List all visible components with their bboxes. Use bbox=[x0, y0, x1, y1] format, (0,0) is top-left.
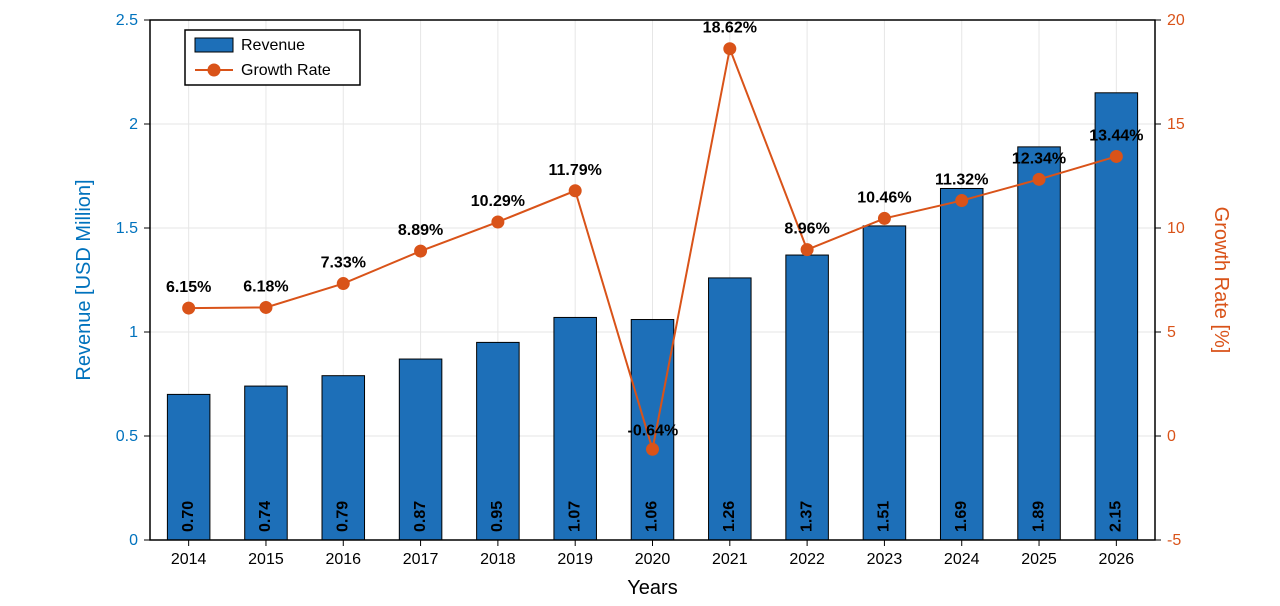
revenue-bar-value: 1.37 bbox=[798, 501, 815, 532]
revenue-bar-value: 1.06 bbox=[644, 501, 661, 532]
revenue-bar-value: 1.07 bbox=[566, 501, 583, 532]
x-tick-label: 2016 bbox=[325, 551, 361, 568]
growth-rate-label: 8.89% bbox=[398, 222, 443, 239]
growth-rate-label: 6.18% bbox=[243, 278, 288, 295]
x-tick-label: 2018 bbox=[480, 551, 516, 568]
growth-rate-label: 13.44% bbox=[1089, 127, 1143, 144]
revenue-bar-value: 0.95 bbox=[489, 501, 506, 532]
y1-tick-label: 0.5 bbox=[116, 428, 138, 445]
revenue-bar-value: 1.69 bbox=[953, 501, 970, 532]
growth-rate-label: 18.62% bbox=[703, 20, 757, 37]
growth-rate-label: 10.46% bbox=[857, 189, 911, 206]
revenue-bar-value: 0.74 bbox=[257, 501, 274, 532]
revenue-bar bbox=[863, 226, 906, 540]
x-tick-label: 2017 bbox=[403, 551, 439, 568]
growth-rate-marker bbox=[337, 278, 349, 290]
revenue-growth-chart: 0.700.740.790.870.951.071.061.261.371.51… bbox=[0, 0, 1280, 606]
x-tick-label: 2015 bbox=[248, 551, 284, 568]
growth-rate-label: 12.34% bbox=[1012, 150, 1066, 167]
legend-marker-growth bbox=[208, 64, 220, 76]
growth-rate-marker bbox=[724, 43, 736, 55]
y1-tick-label: 1 bbox=[129, 324, 138, 341]
x-tick-label: 2022 bbox=[789, 551, 825, 568]
y1-axis-title: Revenue [USD Million] bbox=[73, 179, 95, 380]
growth-rate-marker bbox=[492, 216, 504, 228]
growth-rate-marker bbox=[801, 244, 813, 256]
y1-tick-label: 2 bbox=[129, 116, 138, 133]
y2-tick-label: 20 bbox=[1167, 12, 1185, 29]
legend-label-revenue: Revenue bbox=[241, 37, 305, 54]
x-tick-label: 2023 bbox=[867, 551, 903, 568]
x-tick-label: 2024 bbox=[944, 551, 980, 568]
revenue-bar-value: 1.26 bbox=[721, 501, 738, 532]
growth-rate-label: 10.29% bbox=[471, 193, 525, 210]
legend-swatch-revenue bbox=[195, 38, 233, 52]
growth-rate-label: 7.33% bbox=[321, 255, 366, 272]
chart-svg: 0.700.740.790.870.951.071.061.261.371.51… bbox=[0, 0, 1280, 606]
revenue-bar bbox=[786, 255, 829, 540]
x-tick-label: 2026 bbox=[1099, 551, 1135, 568]
y2-tick-label: 0 bbox=[1167, 428, 1176, 445]
growth-rate-marker bbox=[878, 212, 890, 224]
revenue-bar-value: 0.87 bbox=[412, 501, 429, 532]
y2-tick-label: 15 bbox=[1167, 116, 1185, 133]
y1-tick-label: 1.5 bbox=[116, 220, 138, 237]
x-tick-label: 2020 bbox=[635, 551, 671, 568]
y2-tick-label: 5 bbox=[1167, 324, 1176, 341]
growth-rate-marker bbox=[956, 195, 968, 207]
x-tick-label: 2021 bbox=[712, 551, 748, 568]
y2-tick-label: 10 bbox=[1167, 220, 1185, 237]
growth-rate-marker bbox=[569, 185, 581, 197]
revenue-bar bbox=[709, 278, 752, 540]
growth-rate-label: 11.79% bbox=[548, 162, 601, 179]
y2-axis-title: Growth Rate [%] bbox=[1210, 207, 1232, 354]
x-tick-label: 2025 bbox=[1021, 551, 1057, 568]
x-tick-label: 2014 bbox=[171, 551, 207, 568]
revenue-bar bbox=[1018, 147, 1061, 540]
revenue-bar bbox=[940, 188, 983, 540]
y1-tick-label: 2.5 bbox=[116, 12, 138, 29]
y2-tick-label: -5 bbox=[1167, 532, 1181, 549]
growth-rate-label: 11.32% bbox=[935, 172, 988, 189]
growth-rate-label: 8.96% bbox=[784, 221, 829, 238]
revenue-bar-value: 2.15 bbox=[1108, 501, 1125, 532]
revenue-bar-value: 0.79 bbox=[334, 501, 351, 532]
growth-rate-label: -0.64% bbox=[628, 422, 679, 439]
y1-tick-label: 0 bbox=[129, 532, 138, 549]
legend-label-growth: Growth Rate bbox=[241, 62, 331, 79]
revenue-bar-value: 1.89 bbox=[1030, 501, 1047, 532]
growth-rate-marker bbox=[260, 301, 272, 313]
growth-rate-label: 6.15% bbox=[166, 279, 211, 296]
x-tick-label: 2019 bbox=[557, 551, 593, 568]
growth-rate-marker bbox=[1033, 173, 1045, 185]
revenue-bar-value: 0.70 bbox=[180, 501, 197, 532]
growth-rate-marker bbox=[647, 443, 659, 455]
revenue-bar-value: 1.51 bbox=[876, 501, 893, 532]
growth-rate-marker bbox=[183, 302, 195, 314]
x-axis-title: Years bbox=[627, 577, 677, 599]
growth-rate-marker bbox=[415, 245, 427, 257]
growth-rate-marker bbox=[1110, 150, 1122, 162]
